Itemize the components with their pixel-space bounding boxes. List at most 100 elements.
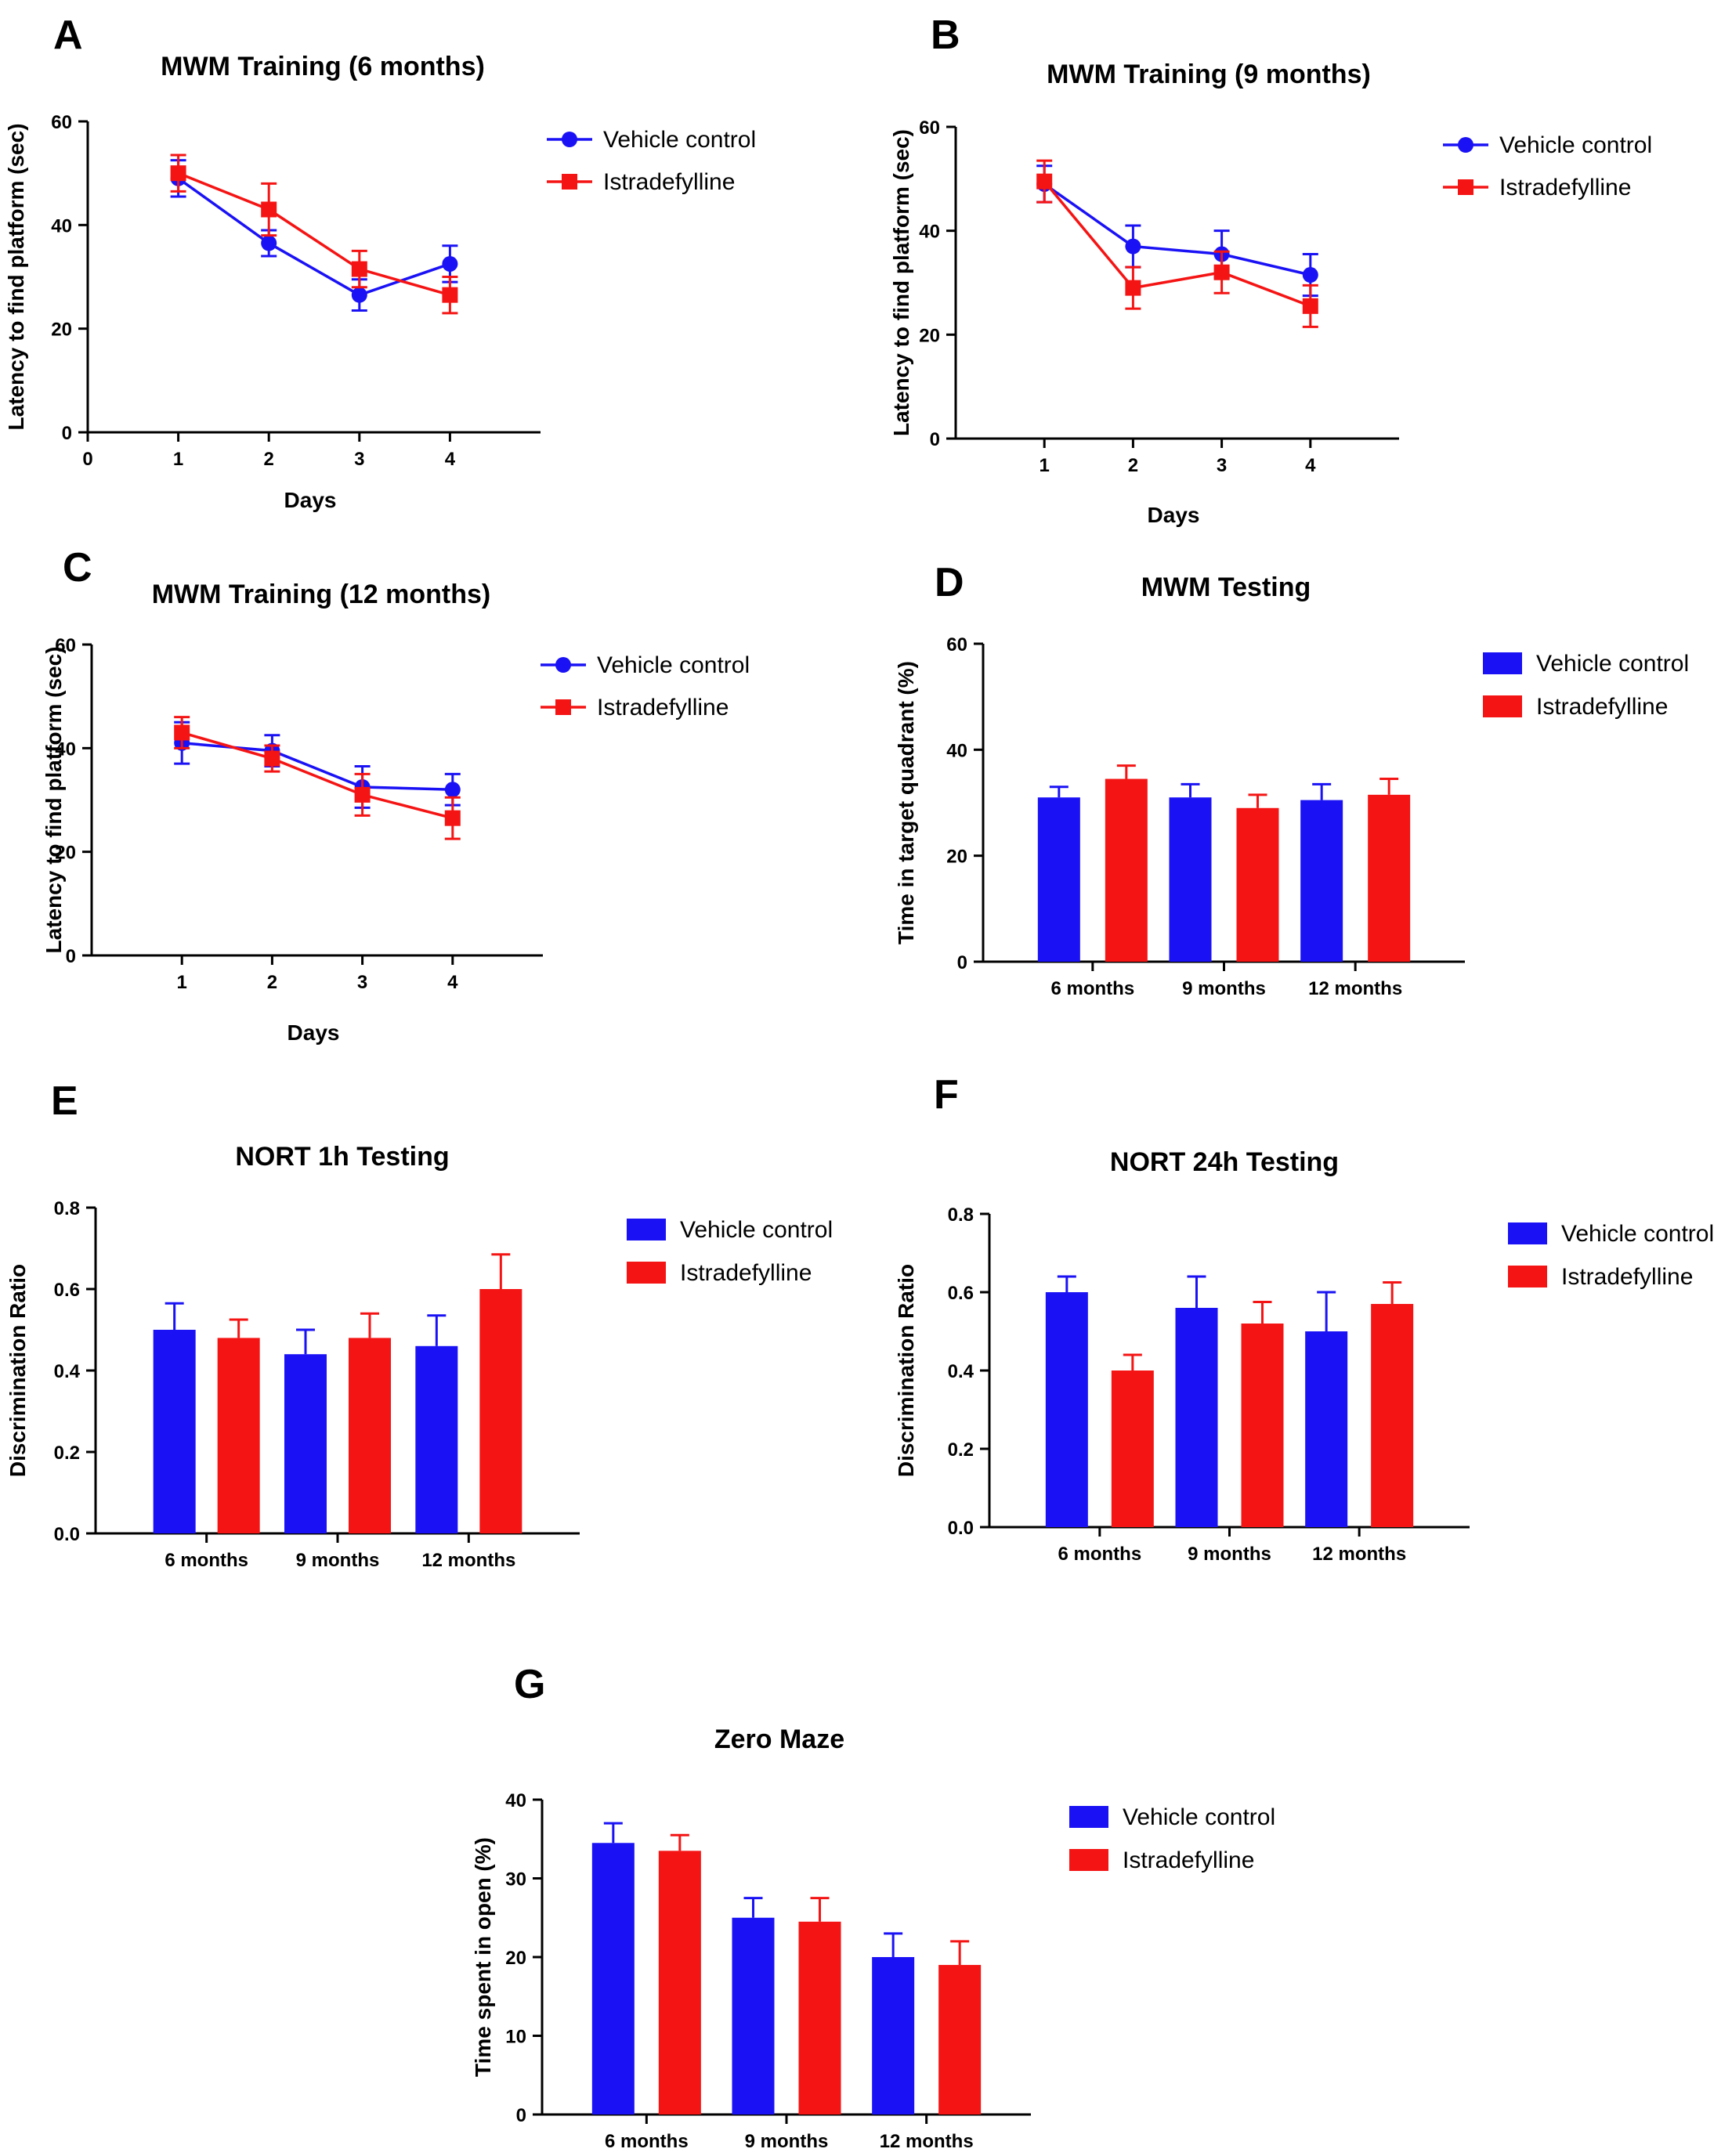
legend-label: Istradefylline — [680, 1260, 812, 1286]
x-tick-label: 1 — [1040, 455, 1050, 476]
x-axis-label: Days — [287, 1020, 340, 1045]
data-point — [351, 261, 367, 277]
y-tick-label: 0.2 — [54, 1443, 80, 1464]
bar-vehicle-control — [153, 1330, 196, 1533]
legend-label: Vehicle control — [680, 1217, 833, 1243]
legend-label: Vehicle control — [1536, 651, 1689, 677]
series-vehicle-control — [174, 720, 461, 809]
panel-letter: A — [53, 13, 83, 58]
bar-istradefylline — [938, 1965, 982, 2114]
x-tick-label: 2 — [267, 972, 277, 993]
bar-istradefylline — [1241, 1324, 1284, 1527]
legend-swatch — [1483, 652, 1522, 674]
legend-swatch — [1508, 1222, 1547, 1244]
data-point — [1125, 238, 1141, 255]
series-line — [181, 731, 454, 820]
y-axis-label: Time in target quadrant (%) — [894, 661, 918, 944]
bar-vehicle-control — [1305, 1331, 1348, 1527]
data-point — [444, 810, 461, 826]
panel-letter: D — [935, 560, 964, 605]
y-tick-label: 0.4 — [54, 1361, 81, 1382]
panel-f: F NORT 24h Testing 0.0 0.2 0.4 0.6 0.8 Discrimi… — [894, 1072, 1714, 1565]
series-line — [1043, 180, 1311, 308]
panel-c: C MWM Training (12 months) 0 20 40 60Latency … — [42, 545, 750, 1045]
y-tick-label: 40 — [946, 740, 967, 761]
data-point — [264, 750, 280, 767]
legend-item: Vehicle control — [627, 1217, 833, 1243]
y-tick-label: 0 — [930, 429, 940, 450]
chart-title: NORT 1h Testing — [235, 1142, 449, 1172]
bar-istradefylline — [479, 1289, 522, 1533]
y-tick-label: 0.2 — [948, 1439, 974, 1461]
legend-item: Vehicle control — [1069, 1804, 1275, 1830]
y-tick-label: 0.0 — [54, 1524, 80, 1545]
panel-e: E NORT 1h Testing 0.0 0.2 0.4 0.6 0.8 Discrimin… — [5, 1078, 833, 1571]
data-point — [351, 287, 367, 303]
bar-vehicle-control — [284, 1354, 327, 1533]
y-axis-label: Time spent in open (%) — [471, 1837, 495, 2077]
legend-item: Istradefylline — [1483, 694, 1668, 720]
legend-label: Istradefylline — [1499, 175, 1631, 200]
y-tick-label: 40 — [505, 1790, 526, 1811]
bar-vehicle-control — [591, 1843, 635, 2114]
y-axis-label: Discrimination Ratio — [894, 1264, 918, 1477]
bar-vehicle-control — [872, 1957, 915, 2114]
panel-letter: B — [931, 13, 960, 58]
x-tick-label: 12 months — [1308, 978, 1402, 999]
bar-istradefylline — [1368, 794, 1411, 962]
data-point — [261, 201, 277, 218]
bar-istradefylline — [1371, 1304, 1414, 1527]
panel-g: G Zero Maze 0 10 20 30 40 Time spent in open (%… — [471, 1662, 1275, 2152]
y-tick-label: 20 — [55, 843, 76, 864]
series-vehicle-control — [170, 159, 458, 312]
chart-title: MWM Testing — [1141, 572, 1311, 602]
y-tick-label: 20 — [505, 1948, 526, 1969]
series-line — [182, 741, 453, 792]
y-tick-label: 40 — [919, 222, 940, 243]
y-tick-label: 60 — [946, 634, 967, 655]
bar-istradefylline — [798, 1921, 841, 2114]
data-point — [354, 786, 371, 803]
legend-item: Istradefylline — [627, 1260, 812, 1286]
y-tick-label: 60 — [55, 635, 76, 656]
legend-marker — [555, 699, 571, 715]
legend-swatch — [627, 1219, 666, 1241]
legend-label: Istradefylline — [1536, 694, 1668, 720]
series-line — [177, 172, 450, 297]
legend-label: Istradefylline — [1123, 1847, 1254, 1873]
data-point — [1036, 173, 1053, 190]
x-tick-label: 6 months — [1058, 1544, 1141, 1565]
panel-letter: F — [934, 1072, 959, 1118]
y-tick-label: 0 — [66, 946, 76, 967]
y-tick-label: 20 — [946, 847, 967, 868]
legend-item: Istradefylline — [1508, 1264, 1693, 1290]
series-line — [177, 177, 450, 297]
legend-item: Istradefylline — [541, 695, 729, 720]
legend-marker — [555, 657, 571, 673]
chart-title: MWM Training (12 months) — [152, 580, 491, 609]
bar-istradefylline — [1105, 778, 1148, 962]
legend-item: Istradefylline — [1443, 175, 1631, 200]
panel-b: B MWM Training (9 months) 0 20 40 60 Latency t… — [889, 13, 1652, 527]
bar-istradefylline — [1236, 807, 1279, 962]
data-point — [1302, 298, 1318, 314]
y-tick-label: 0.0 — [948, 1518, 974, 1539]
y-tick-label: 0.8 — [948, 1204, 974, 1226]
panel-letter: G — [514, 1662, 545, 1707]
series-line — [1043, 182, 1311, 276]
series-istradefylline — [170, 153, 458, 315]
legend-item: Vehicle control — [541, 652, 750, 678]
bar-istradefylline — [349, 1338, 391, 1533]
x-axis-label: Days — [284, 488, 337, 512]
y-tick-label: 10 — [505, 2027, 526, 2048]
legend-item: Istradefylline — [547, 169, 735, 195]
legend-label: Vehicle control — [1561, 1221, 1714, 1247]
legend-item: Istradefylline — [1069, 1847, 1254, 1873]
y-tick-label: 0.6 — [54, 1280, 80, 1301]
y-tick-label: 30 — [505, 1869, 526, 1891]
x-tick-label: 1 — [173, 449, 183, 470]
y-tick-label: 0 — [516, 2105, 526, 2126]
legend-swatch — [1069, 1806, 1108, 1828]
y-tick-label: 60 — [919, 117, 940, 139]
